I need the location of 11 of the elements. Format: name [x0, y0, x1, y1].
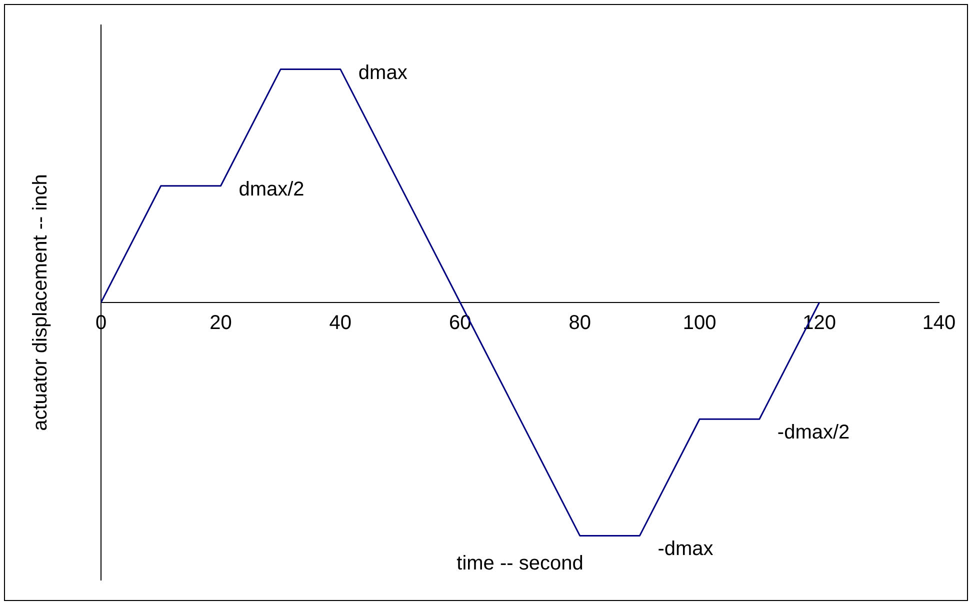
x-tick-label: 80	[568, 312, 591, 334]
annotation: dmax/2	[238, 178, 304, 200]
x-axis-title: time -- second	[456, 552, 584, 575]
annotation: -dmax/2	[777, 422, 850, 444]
y-axis-title: actuator displacement -- inch	[30, 174, 52, 431]
annotation: dmax	[358, 62, 408, 84]
annotation: -dmax	[658, 538, 714, 560]
x-tick-label: 100	[682, 312, 716, 334]
x-tick-label: 40	[329, 312, 352, 334]
x-tick-label: 20	[210, 312, 232, 334]
x-tick-label: 140	[922, 312, 956, 334]
